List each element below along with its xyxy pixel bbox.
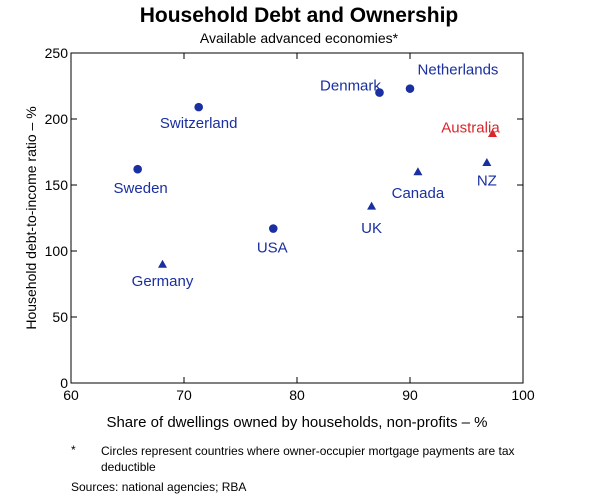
y-tick-label: 200 (45, 111, 69, 127)
y-tick-label: 0 (60, 375, 68, 391)
footnote-text: Circles represent countries where owner-… (101, 444, 515, 474)
point-label-usa: USA (257, 240, 288, 257)
x-tick-label: 80 (289, 387, 305, 403)
point-label-nz: NZ (477, 173, 497, 190)
point-label-canada: Canada (392, 185, 445, 202)
point-netherlands (405, 84, 415, 93)
point-australia (487, 129, 497, 138)
footnote-marker: * (71, 443, 76, 457)
point-sweden (133, 164, 142, 174)
sources-note: Sources: national agencies; RBA (71, 480, 247, 494)
y-tick-label: 150 (45, 177, 69, 193)
x-tick-label: 100 (511, 387, 535, 403)
point-germany (158, 259, 168, 268)
point-nz (482, 158, 492, 167)
y-axis-label: Household debt-to-income ratio – % (23, 106, 39, 329)
chart-title: Household Debt and Ownership (139, 4, 459, 27)
x-tick-label: 60 (63, 387, 79, 403)
point-label-sweden: Sweden (114, 180, 168, 197)
point-label-netherlands: Netherlands (418, 62, 499, 79)
chart-subtitle: Available advanced economies* (199, 30, 399, 46)
point-usa (268, 224, 278, 233)
axis-ticks: 60 70 80 90 100 0 50 100 150 200 250 (45, 45, 535, 403)
point-switzerland (194, 102, 203, 112)
y-tick-label: 250 (45, 45, 69, 61)
plot-area (70, 52, 524, 384)
x-tick-label: 90 (402, 387, 418, 403)
data-points: Netherlands Denmark Switzerland Sweden USA Au… (114, 62, 501, 291)
x-tick-label: 70 (176, 387, 192, 403)
y-tick-label: 50 (52, 309, 68, 325)
point-label-uk: UK (361, 220, 382, 237)
point-label-australia: Australia (441, 120, 500, 137)
point-label-germany: Germany (132, 273, 194, 290)
y-tick-label: 100 (45, 243, 69, 259)
point-denmark (375, 88, 384, 97)
point-label-switzerland: Switzerland (160, 115, 238, 132)
point-label-denmark: Denmark (320, 78, 381, 95)
x-axis-label: Share of dwellings owned by households, … (106, 414, 487, 431)
point-uk (367, 201, 377, 210)
point-canada (413, 167, 423, 176)
